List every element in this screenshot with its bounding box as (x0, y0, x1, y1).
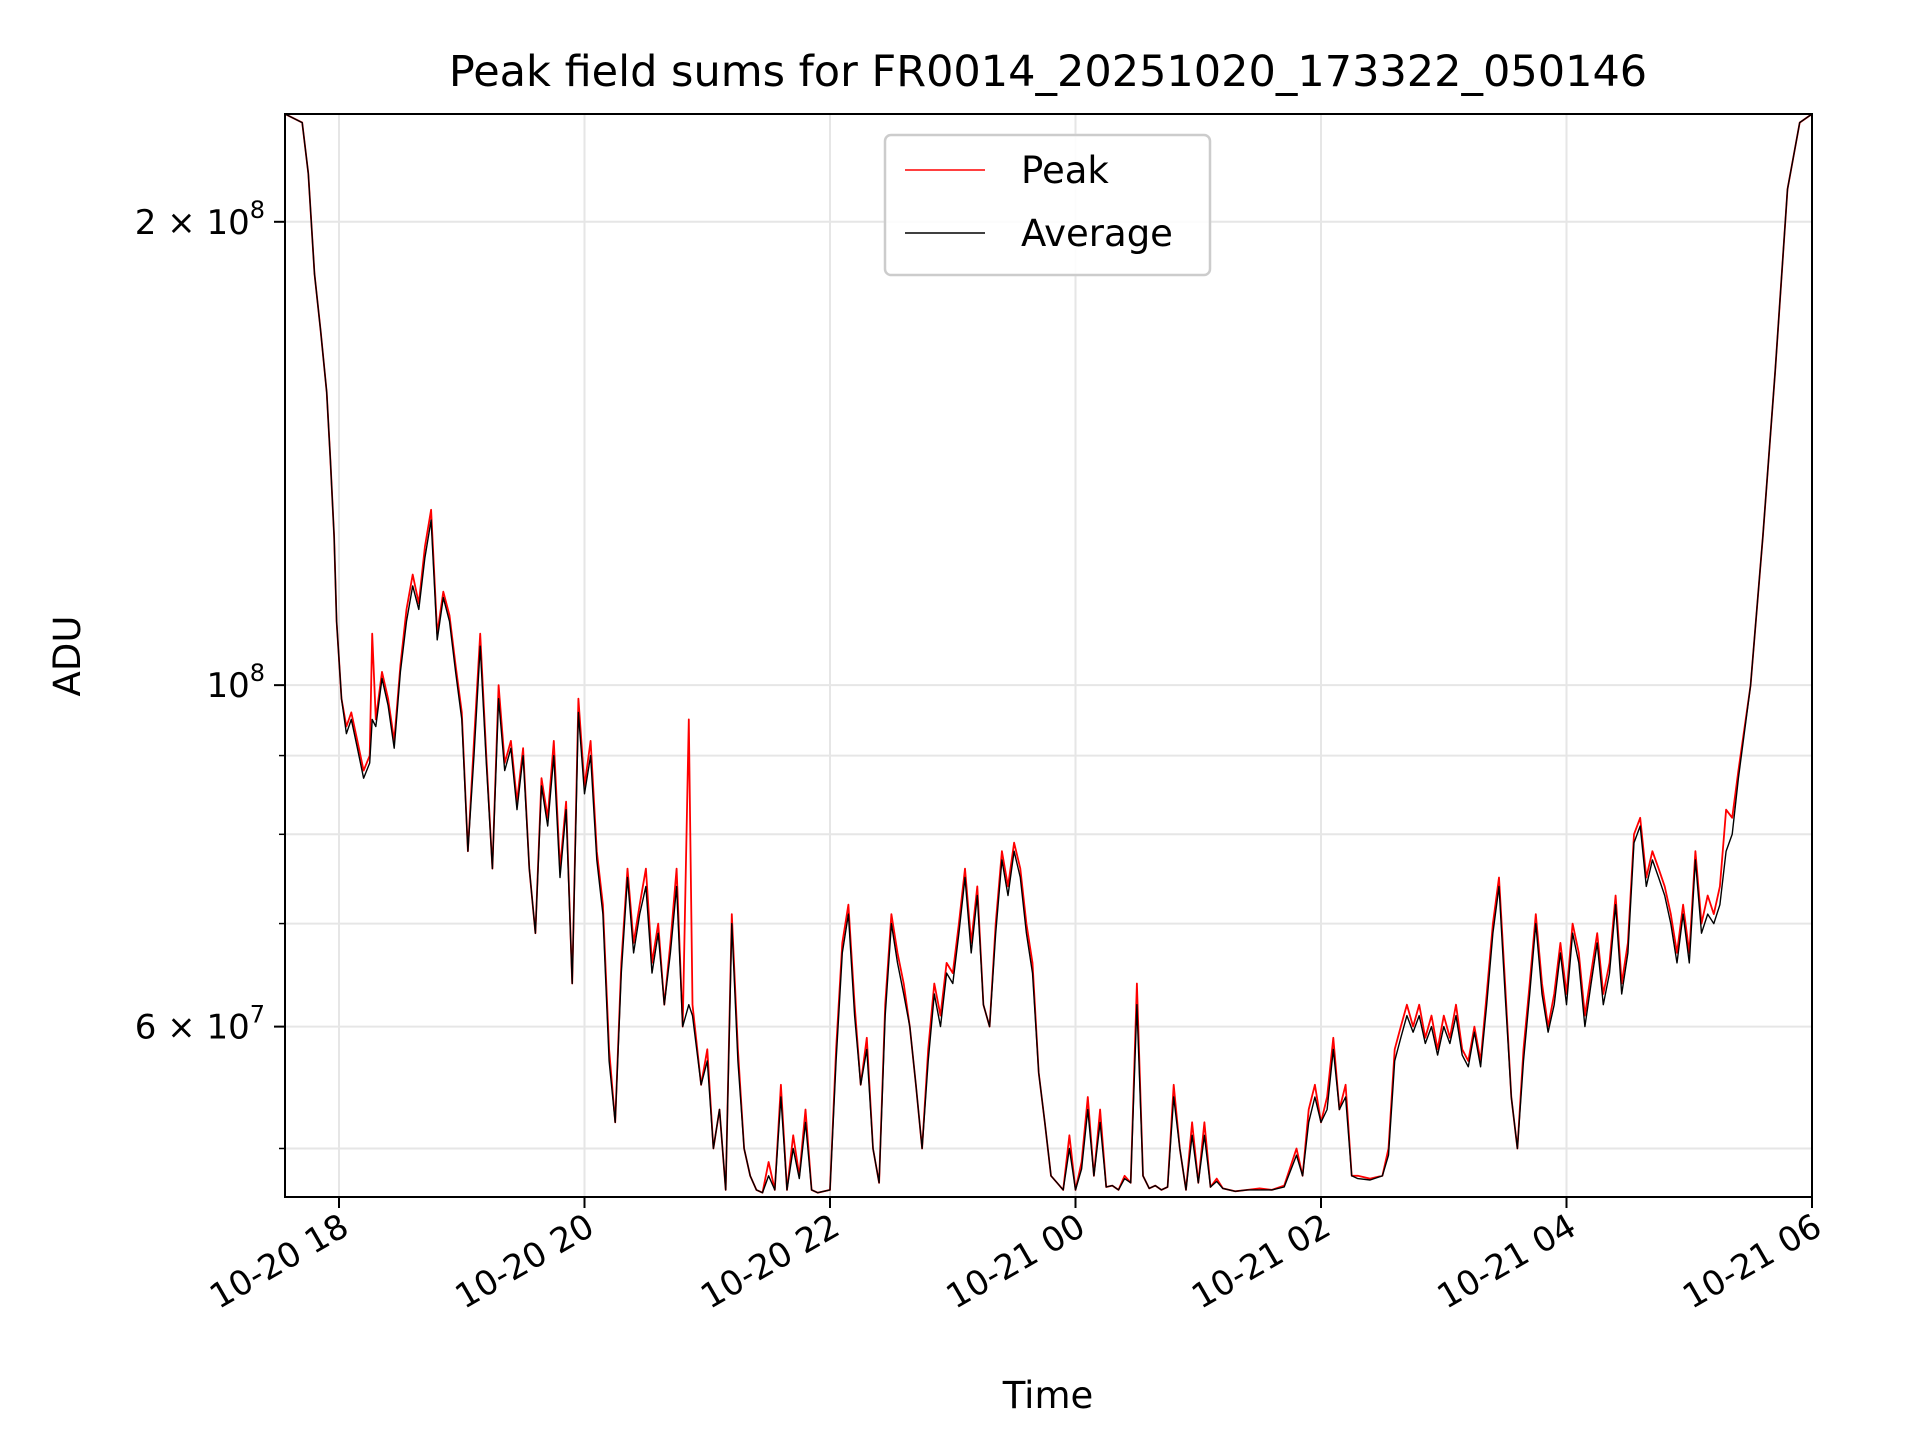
x-tick-label: 10-21 02 (1185, 1206, 1337, 1317)
x-tick-label: 10-21 00 (940, 1206, 1092, 1317)
grid (285, 114, 1813, 1197)
x-tick-label: 10-20 18 (203, 1206, 355, 1317)
plot-frame (284, 113, 1813, 1198)
x-tick-label: 10-21 06 (1676, 1206, 1828, 1317)
series-line-average (285, 114, 1812, 1194)
chart-title: Peak field sums for FR0014_20251020_1733… (449, 47, 1647, 97)
legend-peak-label: Peak (1021, 149, 1109, 192)
x-tick-label: 10-21 04 (1431, 1206, 1583, 1317)
legend-average-label: Average (1021, 212, 1173, 255)
y-tick-label: 6 × 107 (135, 1001, 265, 1048)
y-tick-label: 108 (206, 659, 265, 706)
x-tick-label: 10-20 20 (449, 1206, 601, 1317)
x-axis-label: Time (1002, 1374, 1094, 1417)
y-axis-label: ADU (46, 616, 89, 697)
series-line-peak (285, 114, 1812, 1194)
y-tick-label: 2 × 108 (135, 196, 265, 243)
x-tick-label: 10-20 22 (694, 1206, 846, 1317)
series-lines (285, 114, 1812, 1194)
legend: Peak Average (883, 133, 1212, 277)
